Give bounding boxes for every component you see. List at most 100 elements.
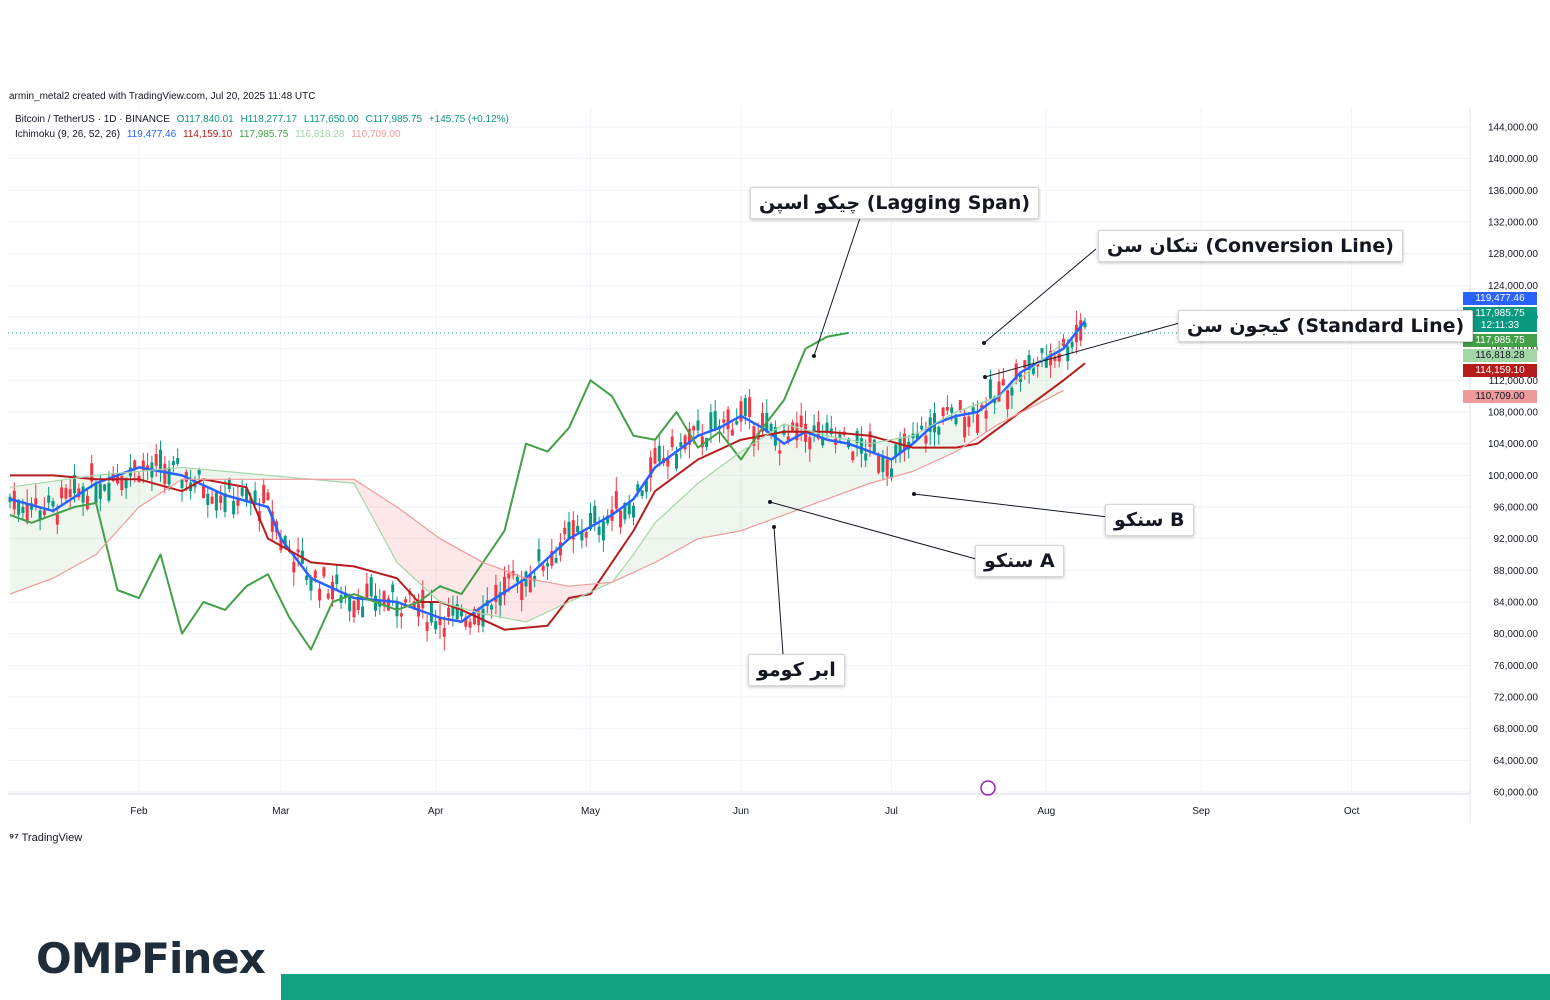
candle-body bbox=[696, 420, 700, 431]
kumo-segment bbox=[655, 518, 660, 563]
kumo-segment bbox=[646, 529, 651, 567]
kumo-segment bbox=[667, 507, 673, 556]
candle-body bbox=[382, 591, 386, 606]
kumo-segment bbox=[659, 514, 664, 561]
kumo-segment bbox=[698, 480, 703, 539]
price-tag: 12:11:33 bbox=[1463, 319, 1537, 332]
candle-body bbox=[348, 596, 352, 612]
candle-body bbox=[374, 595, 377, 611]
candle-body bbox=[249, 498, 253, 504]
kumo-segment bbox=[508, 571, 514, 620]
kumo-segment bbox=[547, 582, 552, 612]
kumo-segment bbox=[358, 482, 363, 500]
kumo-segment bbox=[762, 434, 767, 523]
candle-body bbox=[1044, 357, 1048, 368]
kumo-segment bbox=[388, 501, 393, 555]
kumo-segment bbox=[57, 480, 62, 576]
candle-body bbox=[1053, 356, 1057, 361]
candle-body bbox=[546, 563, 549, 567]
candle-body bbox=[47, 495, 51, 503]
candle-body bbox=[941, 407, 945, 417]
candle-body bbox=[640, 490, 644, 496]
candle-body bbox=[726, 409, 730, 430]
candle-body bbox=[481, 608, 485, 627]
kumo-segment bbox=[556, 583, 561, 608]
candle-body bbox=[103, 484, 107, 491]
candle-body bbox=[937, 427, 941, 435]
kumo-segment bbox=[938, 419, 944, 460]
candle-body bbox=[576, 525, 580, 533]
price-chart[interactable]: 60,000.00 64,000.00 68,000.00 72,000.00 76,0… bbox=[8, 107, 1550, 823]
x-tick-label: Feb bbox=[130, 806, 148, 817]
tv-logo-text: TradingView bbox=[21, 832, 83, 844]
candle-body bbox=[245, 488, 248, 503]
callout-senkou-b: سنکو B bbox=[1105, 504, 1194, 536]
candle-body bbox=[214, 492, 218, 511]
kumo-segment bbox=[130, 471, 135, 517]
candle-body bbox=[997, 381, 1001, 402]
kumo-segment bbox=[1037, 360, 1042, 404]
candle-body bbox=[769, 423, 773, 431]
candle-body bbox=[743, 398, 747, 416]
kumo-segment bbox=[586, 584, 591, 595]
candle-body bbox=[81, 486, 85, 503]
leader-dot bbox=[912, 492, 916, 496]
kumo-segment bbox=[203, 469, 208, 480]
ichimoku-lines bbox=[8, 320, 1470, 651]
candle-body bbox=[649, 457, 653, 478]
candle-body bbox=[434, 621, 438, 630]
candle-body bbox=[812, 425, 816, 433]
kumo-segment bbox=[775, 426, 780, 519]
candle-body bbox=[550, 551, 554, 566]
y-tick-label: 108,000.00 bbox=[1488, 408, 1538, 419]
kumo-segment bbox=[418, 522, 423, 587]
candle-body bbox=[632, 505, 635, 518]
kumo-segment bbox=[427, 529, 432, 595]
candle-body bbox=[554, 558, 558, 563]
y-tick-label: 140,000.00 bbox=[1488, 154, 1538, 165]
kumo-segment bbox=[53, 480, 58, 579]
kumo-segment bbox=[207, 469, 213, 480]
kumo-segment bbox=[844, 438, 849, 493]
candle-body bbox=[232, 500, 236, 515]
candle-body bbox=[705, 437, 709, 448]
candle-body bbox=[864, 453, 868, 461]
candle-body bbox=[976, 414, 979, 433]
candle-body bbox=[305, 575, 309, 580]
kumo-segment bbox=[839, 438, 845, 495]
candle-body bbox=[580, 531, 584, 541]
candle-body bbox=[335, 574, 339, 584]
tradingview-logo[interactable]: ⁹⁷ TradingView bbox=[9, 832, 82, 844]
kumo-segment bbox=[1011, 381, 1017, 418]
chart-credit: armin_metal2 created with TradingView.co… bbox=[9, 91, 316, 102]
leader-dot bbox=[982, 341, 986, 345]
kumo-segment bbox=[74, 477, 79, 567]
candle-body bbox=[1014, 363, 1018, 380]
kumo-segment bbox=[44, 481, 49, 582]
candle-body bbox=[1010, 387, 1014, 396]
x-tick-label: Oct bbox=[1344, 806, 1360, 817]
candle-body bbox=[356, 598, 360, 610]
candle-body bbox=[171, 461, 175, 466]
candle-body bbox=[51, 501, 55, 507]
kumo-segment bbox=[581, 584, 587, 597]
kumo-segment bbox=[745, 446, 750, 530]
kumo-segment bbox=[599, 583, 604, 589]
kumo-segment bbox=[990, 397, 995, 430]
kumo-segment bbox=[818, 433, 823, 503]
kumo-segment bbox=[723, 461, 729, 534]
kumo-segment bbox=[392, 504, 397, 563]
candle-body bbox=[541, 565, 545, 571]
candle-body bbox=[589, 513, 592, 530]
candle-body bbox=[730, 429, 734, 436]
candle-body bbox=[601, 521, 605, 541]
candle-body bbox=[748, 397, 752, 417]
ichimoku-span-b-value: 110,709.00 bbox=[351, 129, 401, 140]
callout-kumo-cloud: ابر کومو bbox=[748, 654, 845, 686]
legend-high: H118,277.17 bbox=[240, 114, 298, 125]
tenkan-line bbox=[9, 320, 1086, 624]
candle-body bbox=[197, 470, 201, 475]
kumo-segment bbox=[637, 541, 643, 571]
kumo-segment bbox=[792, 426, 797, 512]
legend-ohlc: Bitcoin / TetherUS · 1D · BINANCE O117,8… bbox=[15, 114, 513, 125]
